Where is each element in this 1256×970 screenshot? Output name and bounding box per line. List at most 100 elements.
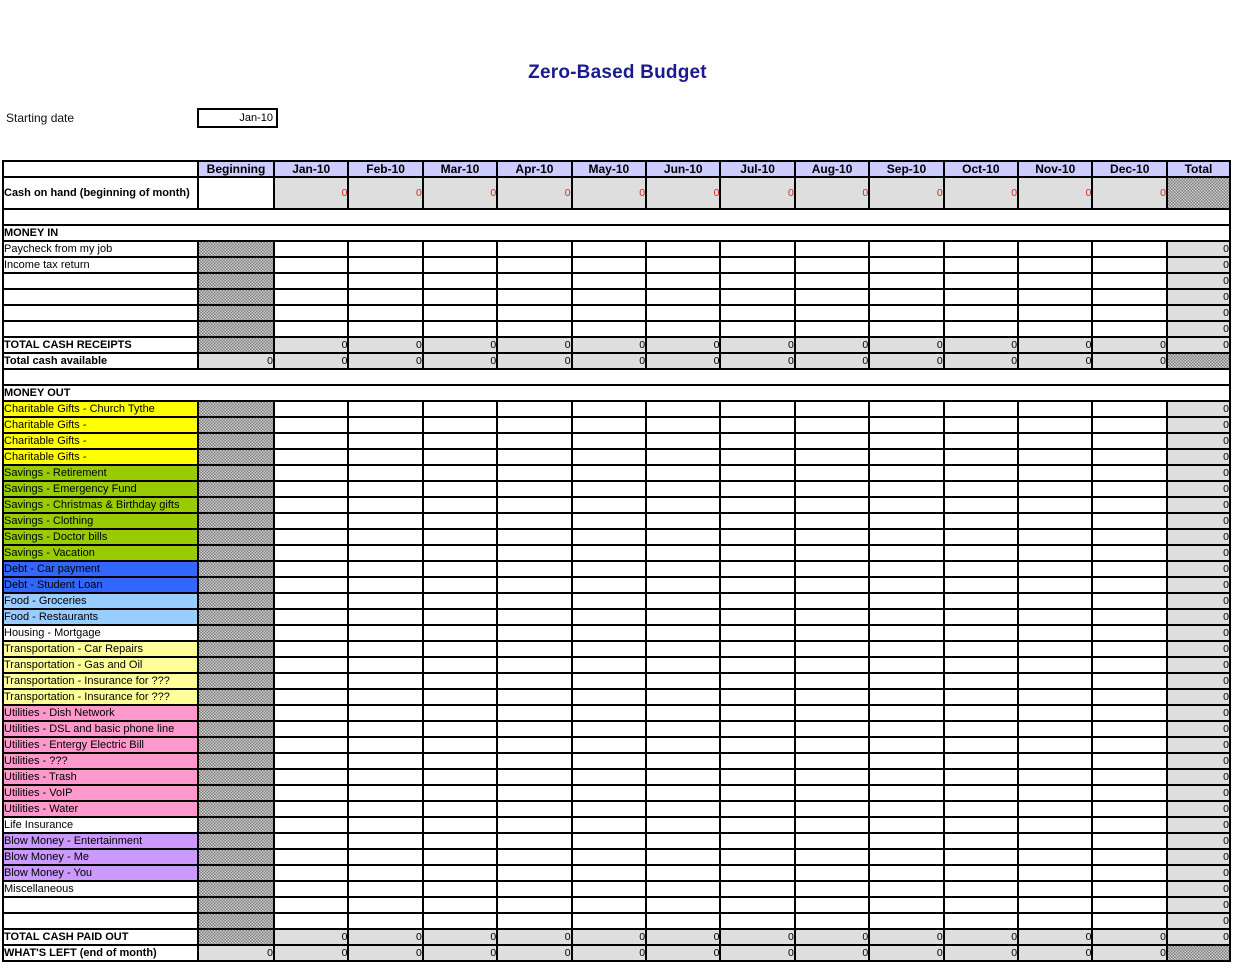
month-cell[interactable]	[1017, 592, 1094, 610]
month-cell[interactable]	[793, 240, 871, 258]
month-cell[interactable]	[645, 672, 722, 690]
month-cell[interactable]	[421, 432, 499, 450]
month-cell[interactable]	[645, 448, 722, 466]
month-cell[interactable]	[942, 608, 1020, 626]
month-cell[interactable]	[1017, 512, 1094, 530]
month-cell[interactable]	[570, 400, 648, 418]
month-cell[interactable]	[272, 784, 350, 802]
month-cell[interactable]	[793, 560, 871, 578]
month-cell[interactable]	[570, 768, 648, 786]
month-cell[interactable]	[272, 608, 350, 626]
month-cell[interactable]	[942, 912, 1020, 930]
month-cell[interactable]	[421, 800, 499, 818]
month-cell[interactable]	[496, 640, 573, 658]
month-cell[interactable]	[719, 752, 796, 770]
month-cell[interactable]	[1091, 752, 1168, 770]
month-cell[interactable]	[570, 816, 648, 834]
month-cell[interactable]	[645, 480, 722, 498]
month-cell[interactable]	[570, 640, 648, 658]
month-cell[interactable]	[645, 688, 722, 706]
month-cell[interactable]	[570, 240, 648, 258]
month-cell[interactable]	[942, 528, 1020, 546]
month-cell[interactable]	[793, 544, 871, 562]
month-cell[interactable]	[793, 576, 871, 594]
month-cell[interactable]	[421, 688, 499, 706]
month-cell[interactable]	[1091, 272, 1168, 290]
month-cell[interactable]	[272, 544, 350, 562]
month-cell[interactable]	[347, 304, 424, 322]
month-cell[interactable]	[496, 880, 573, 898]
month-cell[interactable]	[645, 560, 722, 578]
month-cell[interactable]	[719, 768, 796, 786]
month-cell[interactable]	[570, 304, 648, 322]
month-cell[interactable]	[868, 800, 945, 818]
month-cell[interactable]	[793, 848, 871, 866]
month-cell[interactable]	[645, 736, 722, 754]
month-cell[interactable]	[1017, 464, 1094, 482]
month-cell[interactable]	[421, 672, 499, 690]
month-cell[interactable]	[719, 656, 796, 674]
month-cell[interactable]	[645, 848, 722, 866]
month-cell[interactable]	[719, 816, 796, 834]
month-cell[interactable]	[1017, 544, 1094, 562]
month-cell[interactable]	[272, 496, 350, 514]
month-cell[interactable]	[272, 560, 350, 578]
month-cell[interactable]	[1091, 880, 1168, 898]
month-cell[interactable]	[1091, 720, 1168, 738]
month-cell[interactable]	[347, 240, 424, 258]
month-cell[interactable]	[1091, 256, 1168, 274]
month-cell[interactable]	[719, 464, 796, 482]
month-cell[interactable]	[272, 480, 350, 498]
month-cell[interactable]	[347, 576, 424, 594]
month-cell[interactable]	[272, 576, 350, 594]
month-cell[interactable]	[1017, 704, 1094, 722]
month-cell[interactable]	[942, 848, 1020, 866]
month-cell[interactable]	[942, 704, 1020, 722]
month-cell[interactable]	[496, 240, 573, 258]
month-cell[interactable]	[347, 736, 424, 754]
month-cell[interactable]	[1017, 736, 1094, 754]
month-cell[interactable]	[1017, 880, 1094, 898]
month-cell[interactable]	[496, 400, 573, 418]
month-cell[interactable]	[1091, 304, 1168, 322]
month-cell[interactable]	[719, 544, 796, 562]
month-cell[interactable]	[421, 416, 499, 434]
month-cell[interactable]	[496, 864, 573, 882]
month-cell[interactable]	[793, 272, 871, 290]
month-cell[interactable]	[645, 816, 722, 834]
month-cell[interactable]	[347, 672, 424, 690]
month-cell[interactable]	[868, 320, 945, 338]
month-cell[interactable]	[347, 512, 424, 530]
month-cell[interactable]	[793, 528, 871, 546]
month-cell[interactable]	[570, 848, 648, 866]
month-cell[interactable]	[793, 512, 871, 530]
month-cell[interactable]	[719, 896, 796, 914]
beginning-cell[interactable]	[197, 176, 275, 210]
month-cell[interactable]	[421, 640, 499, 658]
month-cell[interactable]	[645, 912, 722, 930]
month-cell[interactable]	[272, 720, 350, 738]
month-cell[interactable]	[272, 432, 350, 450]
month-cell[interactable]	[1091, 544, 1168, 562]
month-cell[interactable]	[1017, 768, 1094, 786]
month-cell[interactable]	[496, 832, 573, 850]
month-cell[interactable]	[719, 784, 796, 802]
month-cell[interactable]	[868, 576, 945, 594]
month-cell[interactable]	[272, 864, 350, 882]
month-cell[interactable]	[496, 464, 573, 482]
month-cell[interactable]	[421, 864, 499, 882]
month-cell[interactable]	[942, 768, 1020, 786]
month-cell[interactable]	[645, 576, 722, 594]
month-cell[interactable]	[793, 464, 871, 482]
month-cell[interactable]	[421, 720, 499, 738]
month-cell[interactable]	[645, 640, 722, 658]
month-cell[interactable]	[645, 864, 722, 882]
month-cell[interactable]	[421, 768, 499, 786]
month-cell[interactable]	[272, 528, 350, 546]
month-cell[interactable]	[496, 704, 573, 722]
month-cell[interactable]	[645, 656, 722, 674]
month-cell[interactable]	[570, 784, 648, 802]
month-cell[interactable]	[1017, 896, 1094, 914]
month-cell[interactable]	[793, 912, 871, 930]
month-cell[interactable]	[421, 496, 499, 514]
